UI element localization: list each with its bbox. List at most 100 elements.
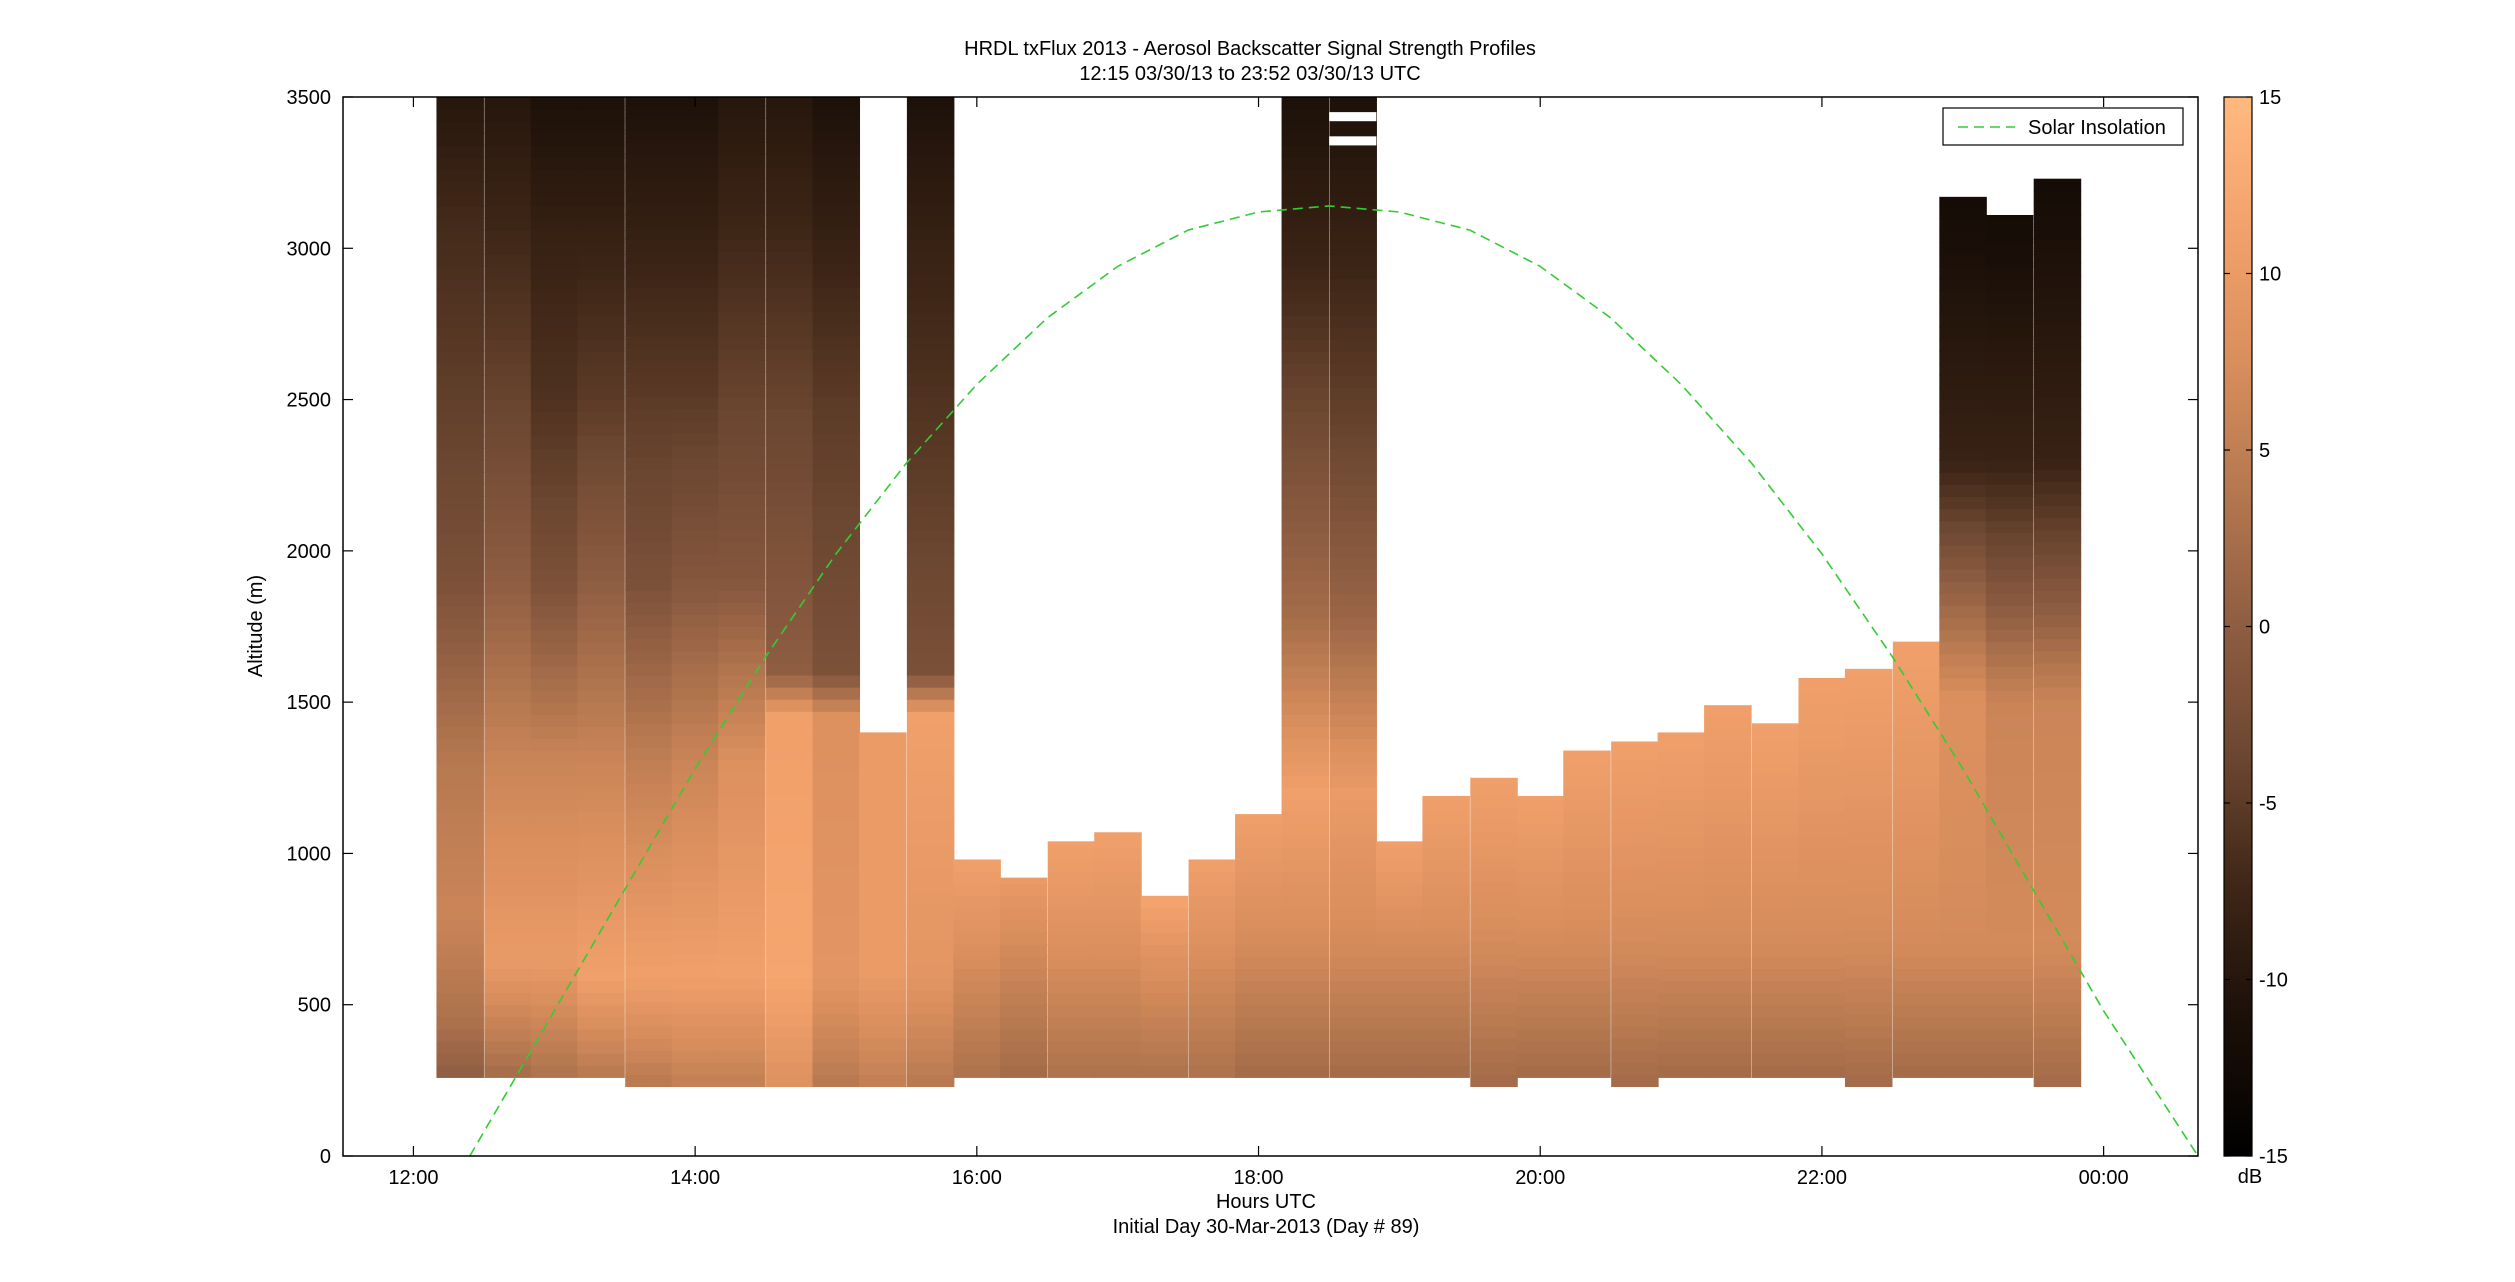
profile-cell [625, 505, 673, 519]
profile-cell [1704, 726, 1752, 740]
profile-cell [718, 892, 766, 906]
profile-cell [1751, 1004, 1800, 1018]
profile-cell [1140, 944, 1189, 957]
profile-cell [530, 641, 579, 655]
profile-cell [625, 263, 673, 277]
profile-cell [1939, 496, 1987, 510]
profile-cell [625, 469, 673, 482]
profile-column [1188, 859, 1237, 1078]
profile-cell [436, 569, 484, 582]
profile-cell [436, 520, 484, 534]
profile-cell [1188, 871, 1237, 885]
profile-cell [1094, 1065, 1142, 1078]
profile-cell [436, 786, 484, 800]
profile-cell [577, 593, 625, 606]
profile-cell [577, 109, 625, 122]
profile-cell [671, 783, 720, 797]
profile-cell [577, 1065, 625, 1078]
profile-cell [671, 711, 720, 724]
profile-cell [1188, 1065, 1237, 1078]
profile-cell [671, 190, 720, 204]
profile-cell [906, 130, 955, 143]
profile-cell [671, 590, 720, 603]
profile-cell [906, 251, 955, 265]
profile-cell [1470, 941, 1518, 954]
profile-cell [1985, 266, 2034, 280]
profile-cell [1563, 956, 1611, 970]
profile-cell [1844, 977, 1893, 991]
profile-cell [625, 396, 673, 410]
profile-cell [906, 505, 955, 519]
profile-cell [436, 835, 484, 848]
colorbar-tick-label: -5 [2259, 793, 2277, 815]
profile-cell [1939, 617, 1987, 631]
profile-cell [1798, 1053, 1846, 1066]
profile-cell [1281, 133, 1330, 147]
profile-cell [766, 1025, 814, 1039]
profile-cell [625, 1013, 673, 1027]
profile-cell [625, 565, 673, 579]
profile-cell [1985, 907, 2034, 921]
profile-cell [812, 1074, 861, 1088]
profile-cell [1047, 919, 1096, 933]
profile-cell [718, 444, 766, 458]
profile-cell [1751, 944, 1800, 957]
profile-cell [1047, 968, 1096, 982]
profile-cell [436, 399, 484, 413]
profile-cell [766, 154, 814, 168]
profile-cell [1939, 532, 1987, 546]
profile-cell [1422, 968, 1470, 982]
profile-cell [625, 1001, 673, 1015]
profile-cell [436, 484, 484, 497]
profile-cell [906, 323, 955, 337]
profile-cell [1751, 907, 1800, 921]
profile-cell [671, 372, 720, 386]
profile-cell [671, 553, 720, 567]
profile-cell [1798, 992, 1846, 1006]
profile-cell [436, 859, 484, 873]
profile-cell [812, 941, 861, 954]
profile-cell [812, 735, 861, 749]
profile-cell [1470, 929, 1518, 942]
profile-cell [1985, 411, 2034, 425]
profile-cell [1985, 314, 2034, 328]
profile-cell [577, 702, 625, 715]
profile-cell [1798, 907, 1846, 921]
profile-cell [718, 650, 766, 664]
profile-cell [577, 811, 625, 824]
profile-column [1470, 777, 1518, 1088]
profile-cell [2033, 1062, 2082, 1075]
profile-cell [766, 420, 814, 434]
profile-cell [766, 880, 814, 894]
profile-cell [436, 411, 484, 425]
profile-cell [906, 384, 955, 398]
profile-cell [1281, 1053, 1330, 1066]
profile-cell [718, 674, 766, 688]
profile-cell [530, 665, 579, 679]
profile-cell [718, 190, 766, 204]
profile-cell [1798, 919, 1846, 933]
profile-cell [812, 408, 861, 422]
profile-cell [906, 190, 955, 204]
profile-cell [1329, 605, 1377, 619]
profile-cell [577, 472, 625, 485]
profile-cell [1094, 944, 1142, 957]
profile-cell [1422, 1065, 1470, 1078]
profile-cell [906, 1050, 955, 1063]
profile-cell [1939, 750, 1987, 764]
profile-cell [484, 339, 532, 352]
profile-cell [577, 738, 625, 752]
profile-cell [1470, 1037, 1518, 1051]
profile-cell [484, 351, 532, 364]
profile-cell [812, 215, 861, 228]
profile-cell [1281, 290, 1330, 304]
profile-cell [625, 602, 673, 615]
profile-cell [1985, 242, 2034, 255]
profile-cell [812, 965, 861, 979]
profile-cell [1281, 423, 1330, 437]
profile-cell [1939, 774, 1987, 788]
profile-cell [906, 1013, 955, 1027]
profile-cell [1235, 932, 1283, 945]
profile-cell [1611, 856, 1659, 870]
profile-cell [671, 904, 720, 918]
